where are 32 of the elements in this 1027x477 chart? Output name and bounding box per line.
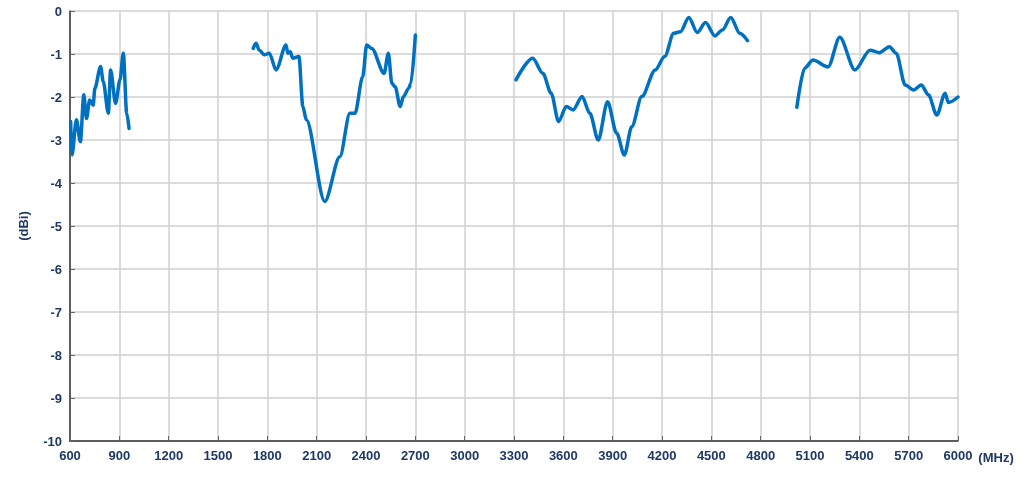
x-tick-label: 5100: [795, 448, 825, 463]
x-axis-title: (MHz): [978, 450, 1014, 465]
x-tick-label: 2400: [351, 448, 381, 463]
x-tick-label: 4800: [746, 448, 776, 463]
x-tick-label: 5700: [894, 448, 924, 463]
x-tick-label: 900: [108, 448, 131, 463]
x-tick-label: 3900: [598, 448, 628, 463]
y-tick-label: -1: [50, 46, 62, 62]
y-tick-label: -8: [50, 347, 62, 363]
y-tick-label: 0: [54, 3, 62, 19]
y-tick-label: -6: [50, 261, 62, 277]
x-tick-label: 4200: [647, 448, 677, 463]
x-tick-label: 6000: [943, 448, 973, 463]
x-tick-label: 2100: [302, 448, 332, 463]
x-tick-label: 600: [59, 448, 81, 463]
x-tick-label: 2700: [400, 448, 430, 463]
y-tick-label: -2: [50, 89, 62, 105]
x-tick-label: 1200: [154, 448, 184, 463]
x-tick-label: 4500: [696, 448, 726, 463]
y-tick-label: -10: [43, 433, 62, 449]
y-axis-title: (dBi): [16, 211, 31, 241]
x-tick-label: 3600: [548, 448, 578, 463]
x-tick-label: 1500: [203, 448, 233, 463]
x-tick-label: 3300: [499, 448, 529, 463]
x-tick-label: 5400: [844, 448, 874, 463]
y-tick-label: -7: [50, 304, 62, 320]
y-tick-label: -9: [50, 390, 62, 406]
y-tick-label: -5: [50, 218, 62, 234]
y-tick-label: -3: [50, 132, 62, 148]
x-tick-label: 1800: [252, 448, 282, 463]
y-tick-label: -4: [50, 175, 63, 191]
x-tick-label: 3000: [450, 448, 480, 463]
